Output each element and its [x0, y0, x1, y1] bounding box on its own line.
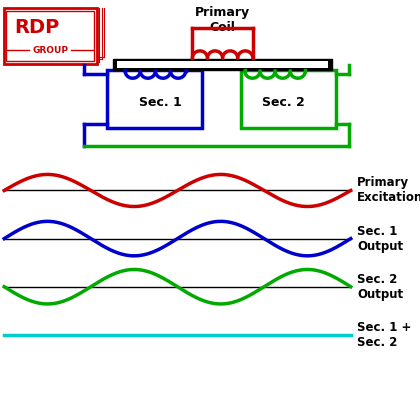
Text: Sec. 1
Output: Sec. 1 Output	[357, 225, 403, 253]
Bar	[6, 11, 94, 61]
Text: Sec. 2: Sec. 2	[262, 96, 304, 109]
Text: GROUP: GROUP	[32, 46, 68, 55]
Bar	[113, 59, 332, 70]
Bar	[4, 8, 97, 64]
Text: Primary
Excitation: Primary Excitation	[357, 176, 420, 205]
Text: Primary
Coil: Primary Coil	[195, 6, 250, 34]
Text: Sec. 1 +
Sec. 2: Sec. 1 + Sec. 2	[357, 321, 411, 349]
Bar	[117, 61, 328, 68]
Text: RDP: RDP	[14, 18, 59, 37]
Text: Sec. 1: Sec. 1	[139, 96, 181, 109]
Bar	[107, 70, 202, 128]
Bar	[241, 70, 336, 128]
Text: Sec. 2
Output: Sec. 2 Output	[357, 273, 403, 301]
